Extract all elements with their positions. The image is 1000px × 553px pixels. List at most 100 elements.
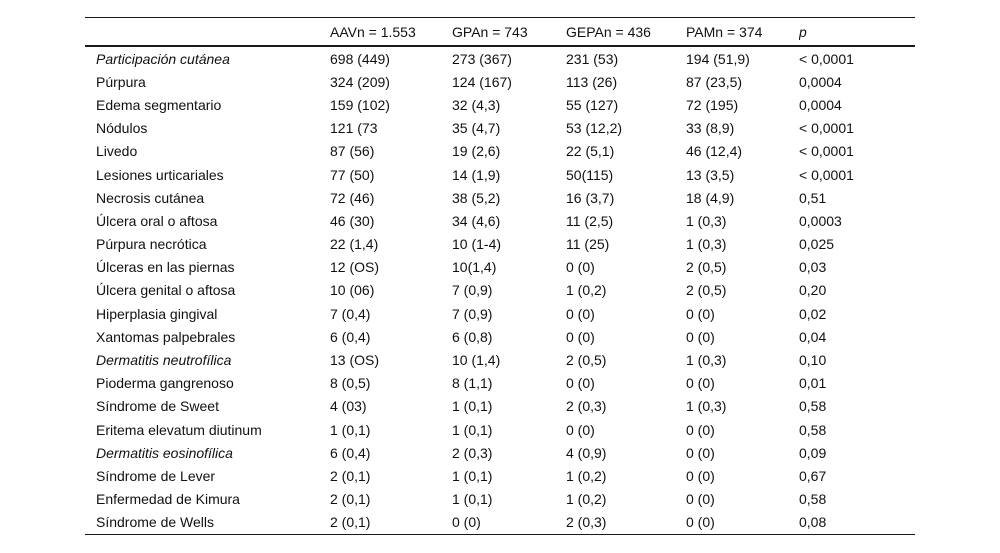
value-cell-p: 0,08 <box>799 514 827 531</box>
value-cell-pam: 194 (51,9) <box>686 50 750 67</box>
value-cell-gpa: 124 (167) <box>452 73 512 90</box>
value-cell-p: < 0,0001 <box>799 166 854 183</box>
value-cell-gepa: 2 (0,3) <box>566 398 607 415</box>
row-label: Participación cutánea <box>96 50 230 67</box>
table-row: Púrpura 324 (209) 124 (167) 113 (26) 87 (23,… <box>85 70 915 93</box>
row-label: Edema segmentario <box>96 96 222 113</box>
value-cell-gpa: 32 (4,3) <box>452 96 501 113</box>
table-row: Úlcera oral o aftosa 46 (30) 34 (4,6) 11 (2… <box>85 209 915 232</box>
value-cell-gpa: 6 (0,8) <box>452 328 493 345</box>
value-cell-aav: 8 (0,5) <box>330 375 371 392</box>
value-cell-gpa: 2 (0,3) <box>452 444 493 461</box>
value-cell-pam: 0 (0) <box>686 328 715 345</box>
value-cell-p: 0,01 <box>799 375 827 392</box>
value-cell-pam: 0 (0) <box>686 491 715 508</box>
row-label: Púrpura <box>96 73 146 90</box>
value-cell-gpa: 273 (367) <box>452 50 512 67</box>
value-cell-pam: 1 (0,3) <box>686 212 727 229</box>
value-cell-pam: 2 (0,5) <box>686 259 727 276</box>
row-label: Livedo <box>96 143 138 160</box>
value-cell-gpa: 0 (0) <box>452 514 481 531</box>
table-row: Síndrome de Wells 2 (0,1) 0 (0) 2 (0,3) 0 (0… <box>85 511 915 535</box>
value-cell-aav: 72 (46) <box>330 189 375 206</box>
row-label: Úlceras en las piernas <box>96 259 235 276</box>
value-cell-gepa: 50(115) <box>566 166 614 183</box>
value-cell-p: 0,025 <box>799 236 835 253</box>
value-cell-pam: 0 (0) <box>686 514 715 531</box>
row-label: Púrpura necrótica <box>96 236 207 253</box>
value-cell-gpa: 19 (2,6) <box>452 143 501 160</box>
value-cell-aav: 22 (1,4) <box>330 236 379 253</box>
value-cell-aav: 12 (OS) <box>330 259 380 276</box>
value-cell-gepa: 0 (0) <box>566 328 595 345</box>
value-cell-p: 0,02 <box>799 305 827 322</box>
row-label: Pioderma gangrenoso <box>96 375 234 392</box>
value-cell-gepa: 1 (0,2) <box>566 491 607 508</box>
column-header-aav: AAVn = 1.553 <box>330 17 452 47</box>
row-label: Úlcera oral o aftosa <box>96 212 218 229</box>
value-cell-p: 0,03 <box>799 259 827 276</box>
table-row: Enfermedad de Kimura 2 (0,1) 1 (0,1) 1 (0,2… <box>85 488 915 511</box>
value-cell-gepa: 1 (0,2) <box>566 282 607 299</box>
value-cell-p: 0,0004 <box>799 73 842 90</box>
value-cell-p: < 0,0001 <box>799 120 854 137</box>
value-cell-gepa: 0 (0) <box>566 259 595 276</box>
value-cell-gpa: 7 (0,9) <box>452 282 493 299</box>
value-cell-aav: 7 (0,4) <box>330 305 371 322</box>
value-cell-gepa: 0 (0) <box>566 305 595 322</box>
table-row: Síndrome de Sweet 4 (03) 1 (0,1) 2 (0,3) 1 (… <box>85 395 915 418</box>
value-cell-pam: 46 (12,4) <box>686 143 743 160</box>
row-label: Necrosis cutánea <box>96 189 205 206</box>
value-cell-gpa: 10(1,4) <box>452 259 497 276</box>
value-cell-p: 0,0003 <box>799 212 842 229</box>
value-cell-aav: 2 (0,1) <box>330 514 371 531</box>
value-cell-pam: 0 (0) <box>686 467 715 484</box>
column-header-p: p <box>799 17 915 47</box>
value-cell-gepa: 11 (25) <box>566 236 610 253</box>
row-label: Dermatitis eosinofílica <box>96 444 233 461</box>
value-cell-gpa: 38 (5,2) <box>452 189 501 206</box>
row-label: Xantomas palpebrales <box>96 328 236 345</box>
value-cell-aav: 10 (06) <box>330 282 375 299</box>
value-cell-p: 0,0004 <box>799 96 842 113</box>
value-cell-aav: 6 (0,4) <box>330 328 371 345</box>
value-cell-pam: 1 (0,3) <box>686 398 727 415</box>
value-cell-pam: 87 (23,5) <box>686 73 743 90</box>
value-cell-gepa: 231 (53) <box>566 50 619 67</box>
value-cell-pam: 0 (0) <box>686 444 715 461</box>
value-cell-gepa: 16 (3,7) <box>566 189 615 206</box>
value-cell-gpa: 7 (0,9) <box>452 305 493 322</box>
value-cell-pam: 0 (0) <box>686 421 715 438</box>
column-header-gepa: GEPAn = 436 <box>566 17 686 47</box>
table-row: Livedo 87 (56) 19 (2,6) 22 (5,1) 46 (12,4) < … <box>85 140 915 163</box>
value-cell-aav: 2 (0,1) <box>330 467 371 484</box>
value-cell-pam: 0 (0) <box>686 375 715 392</box>
value-cell-aav: 121 (73 <box>330 120 378 137</box>
row-label: Dermatitis neutrofílica <box>96 352 232 369</box>
cutaneous-manifestations-table: AAVn = 1.553 GPAn = 743 GEPAn = 436 PAMn… <box>85 17 915 535</box>
value-cell-pam: 13 (3,5) <box>686 166 735 183</box>
value-cell-aav: 324 (209) <box>330 73 390 90</box>
value-cell-pam: 72 (195) <box>686 96 739 113</box>
value-cell-gepa: 2 (0,5) <box>566 352 607 369</box>
column-header-pam: PAMn = 374 <box>686 17 799 47</box>
table-row: Úlcera genital o aftosa 10 (06) 7 (0,9) 1 (… <box>85 279 915 302</box>
value-cell-aav: 2 (0,1) <box>330 491 371 508</box>
value-cell-gepa: 4 (0,9) <box>566 444 607 461</box>
value-cell-aav: 159 (102) <box>330 96 390 113</box>
value-cell-gepa: 0 (0) <box>566 375 595 392</box>
value-cell-pam: 2 (0,5) <box>686 282 727 299</box>
value-cell-aav: 698 (449) <box>330 50 390 67</box>
table-row: Hiperplasia gingival 7 (0,4) 7 (0,9) 0 (0) 0… <box>85 302 915 325</box>
row-label: Síndrome de Lever <box>96 467 216 484</box>
value-cell-gpa: 10 (1,4) <box>452 352 501 369</box>
row-label: Enfermedad de Kimura <box>96 491 240 508</box>
value-cell-p: 0,04 <box>799 328 827 345</box>
value-cell-p: 0,58 <box>799 398 827 415</box>
column-header-gpa: GPAn = 743 <box>452 17 566 47</box>
value-cell-gepa: 11 (2,5) <box>566 212 614 229</box>
value-cell-gepa: 1 (0,2) <box>566 467 607 484</box>
value-cell-aav: 87 (56) <box>330 143 375 160</box>
table-row: Participación cutánea 698 (449) 273 (367) 2… <box>85 46 915 70</box>
